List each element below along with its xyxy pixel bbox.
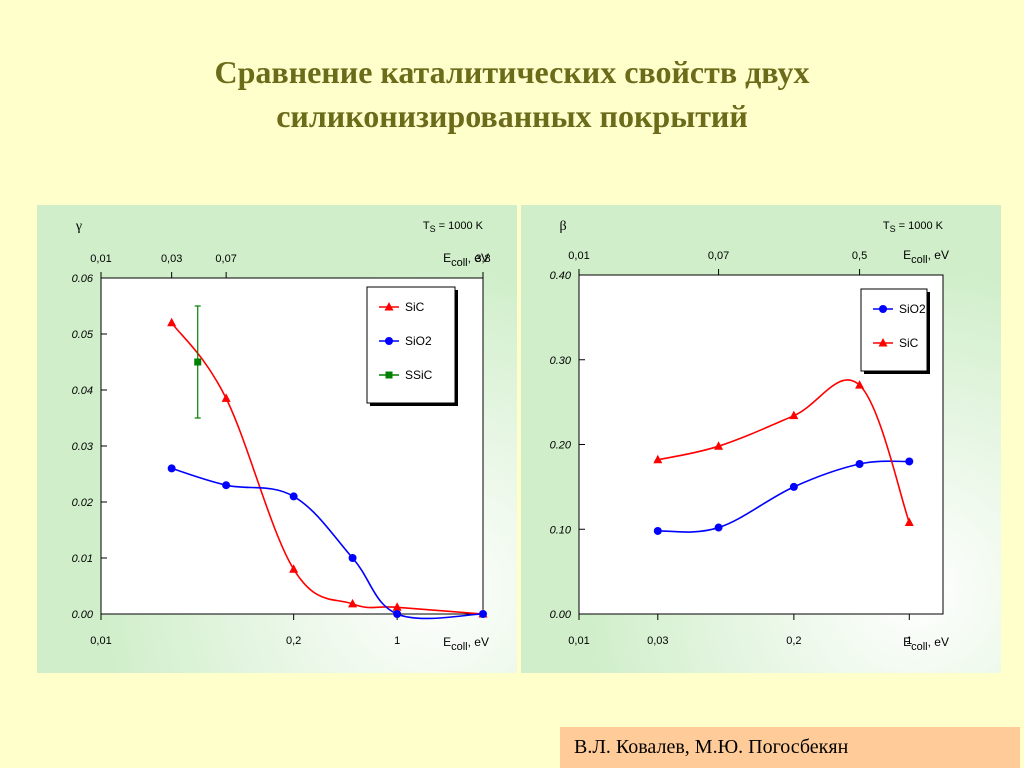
beta-chart: 0.00 0.10 0.20 0.30 0.40 0,01 0,03 0,2 1 0,01 0,07… — [521, 205, 1001, 673]
beta-bottom-tick-label: 0,03 — [647, 635, 668, 647]
gamma-legend-marker — [384, 302, 394, 311]
gamma-data-point-sic — [221, 393, 231, 402]
gamma-top-tick-label: 3,8 — [475, 253, 490, 265]
gamma-data-point-sio2 — [222, 481, 231, 490]
gamma-top-tick-label: 0,03 — [161, 253, 182, 265]
title-line-2: силиконизированных покрытий — [276, 98, 748, 134]
beta-bottom-tick-label: 0,2 — [786, 635, 801, 647]
beta-data-point-sio2 — [789, 482, 798, 491]
gamma-bottom-tick-label: 0,2 — [286, 635, 301, 647]
beta-data-point-sic — [855, 380, 865, 389]
gamma-chart: 0.00 0.01 0.02 0.03 0.04 0.05 0.06 0,01 0,2 1 0,01… — [37, 205, 517, 673]
beta-temperature-label: TS = 1000 K — [883, 220, 944, 234]
beta-data-point-sio2 — [905, 457, 914, 466]
gamma-data-point-sio2 — [289, 492, 298, 501]
beta-chart-panel: 0.00 0.10 0.20 0.30 0.40 0,01 0,03 0,2 1 0,01 0,07… — [521, 205, 1001, 673]
slide-title: Сравнение каталитических свойств двух си… — [0, 50, 1024, 138]
beta-x-axis-label-top: Ecoll, eV — [903, 248, 949, 266]
gamma-data-point-sic — [167, 317, 177, 327]
gamma-y-tick-label: 0.06 — [72, 273, 94, 285]
title-line-1: Сравнение каталитических свойств двух — [214, 54, 810, 90]
gamma-y-tick-label: 0.02 — [72, 497, 93, 509]
beta-data-point-sio2 — [653, 526, 662, 535]
author-credit: В.Л. Ковалев, М.Ю. Погосбекян — [560, 727, 1020, 768]
gamma-data-point-sic — [289, 564, 299, 573]
beta-y-tick-label: 0.20 — [550, 440, 572, 452]
beta-y-tick-label: 0.00 — [550, 609, 572, 621]
beta-data-point-sic — [789, 410, 799, 420]
gamma-data-point-sic — [392, 602, 402, 611]
beta-y-tick-label: 0.10 — [550, 524, 572, 536]
gamma-data-point-sio2 — [167, 464, 176, 473]
gamma-y-tick-label: 0.03 — [72, 441, 94, 453]
beta-legend-marker — [879, 305, 887, 313]
gamma-data-point-ssic — [194, 358, 202, 366]
beta-legend — [860, 288, 928, 372]
beta-data-point-sio2 — [714, 523, 723, 532]
gamma-x-axis-label-top: Ecoll, eV — [443, 251, 489, 269]
gamma-y-axis-label: γ — [75, 219, 82, 234]
beta-data-point-sic — [714, 441, 724, 450]
gamma-bottom-tick-label: 0,01 — [90, 635, 111, 647]
gamma-legend-label: SiO2 — [405, 334, 432, 348]
gamma-data-point-sio2 — [479, 610, 487, 618]
gamma-y-tick-label: 0.00 — [72, 609, 94, 621]
beta-y-axis-label: β — [559, 219, 566, 234]
beta-data-point-sic — [653, 454, 663, 464]
gamma-legend-label: SiC — [405, 300, 425, 314]
beta-bottom-tick-label: 1 — [906, 635, 912, 647]
beta-y-tick-label: 0.40 — [550, 270, 572, 282]
gamma-y-tick-label: 0.01 — [72, 553, 93, 565]
gamma-legend-label: SSiC — [405, 368, 433, 382]
gamma-y-tick-label: 0.05 — [72, 329, 94, 341]
gamma-data-point-sio2 — [393, 610, 402, 618]
gamma-chart-panel: 0.00 0.01 0.02 0.03 0.04 0.05 0.06 0,01 0,2 1 0,01… — [37, 205, 517, 673]
gamma-top-tick-label: 0,07 — [215, 253, 236, 265]
beta-data-point-sio2 — [855, 459, 864, 468]
beta-x-axis-label-bottom: Ecoll, eV — [903, 635, 949, 653]
beta-data-point-sic — [904, 517, 914, 526]
beta-top-tick-label: 0,07 — [708, 250, 729, 262]
gamma-legend-marker — [385, 337, 393, 345]
gamma-y-tick-label: 0.04 — [72, 385, 93, 397]
beta-top-tick-label: 0,01 — [568, 250, 589, 262]
beta-bottom-tick-label: 0,01 — [568, 635, 589, 647]
beta-legend-label: SiO2 — [899, 302, 926, 316]
beta-legend-marker — [878, 338, 888, 347]
beta-top-tick-label: 0,5 — [852, 250, 867, 262]
gamma-bottom-tick-label: 1 — [394, 635, 400, 647]
beta-legend-label: SiC — [899, 336, 919, 350]
gamma-legend-marker — [385, 371, 393, 379]
gamma-data-point-sic — [348, 598, 358, 608]
beta-series-line-sic — [657, 379, 911, 523]
gamma-top-tick-label: 0,01 — [90, 253, 111, 265]
beta-y-tick-label: 0.30 — [550, 355, 572, 367]
gamma-temperature-label: TS = 1000 K — [423, 220, 484, 234]
gamma-x-axis-label-bottom: Ecoll, eV — [443, 635, 489, 653]
gamma-data-point-sio2 — [348, 554, 357, 562]
gamma-series-line-sic — [171, 322, 484, 615]
